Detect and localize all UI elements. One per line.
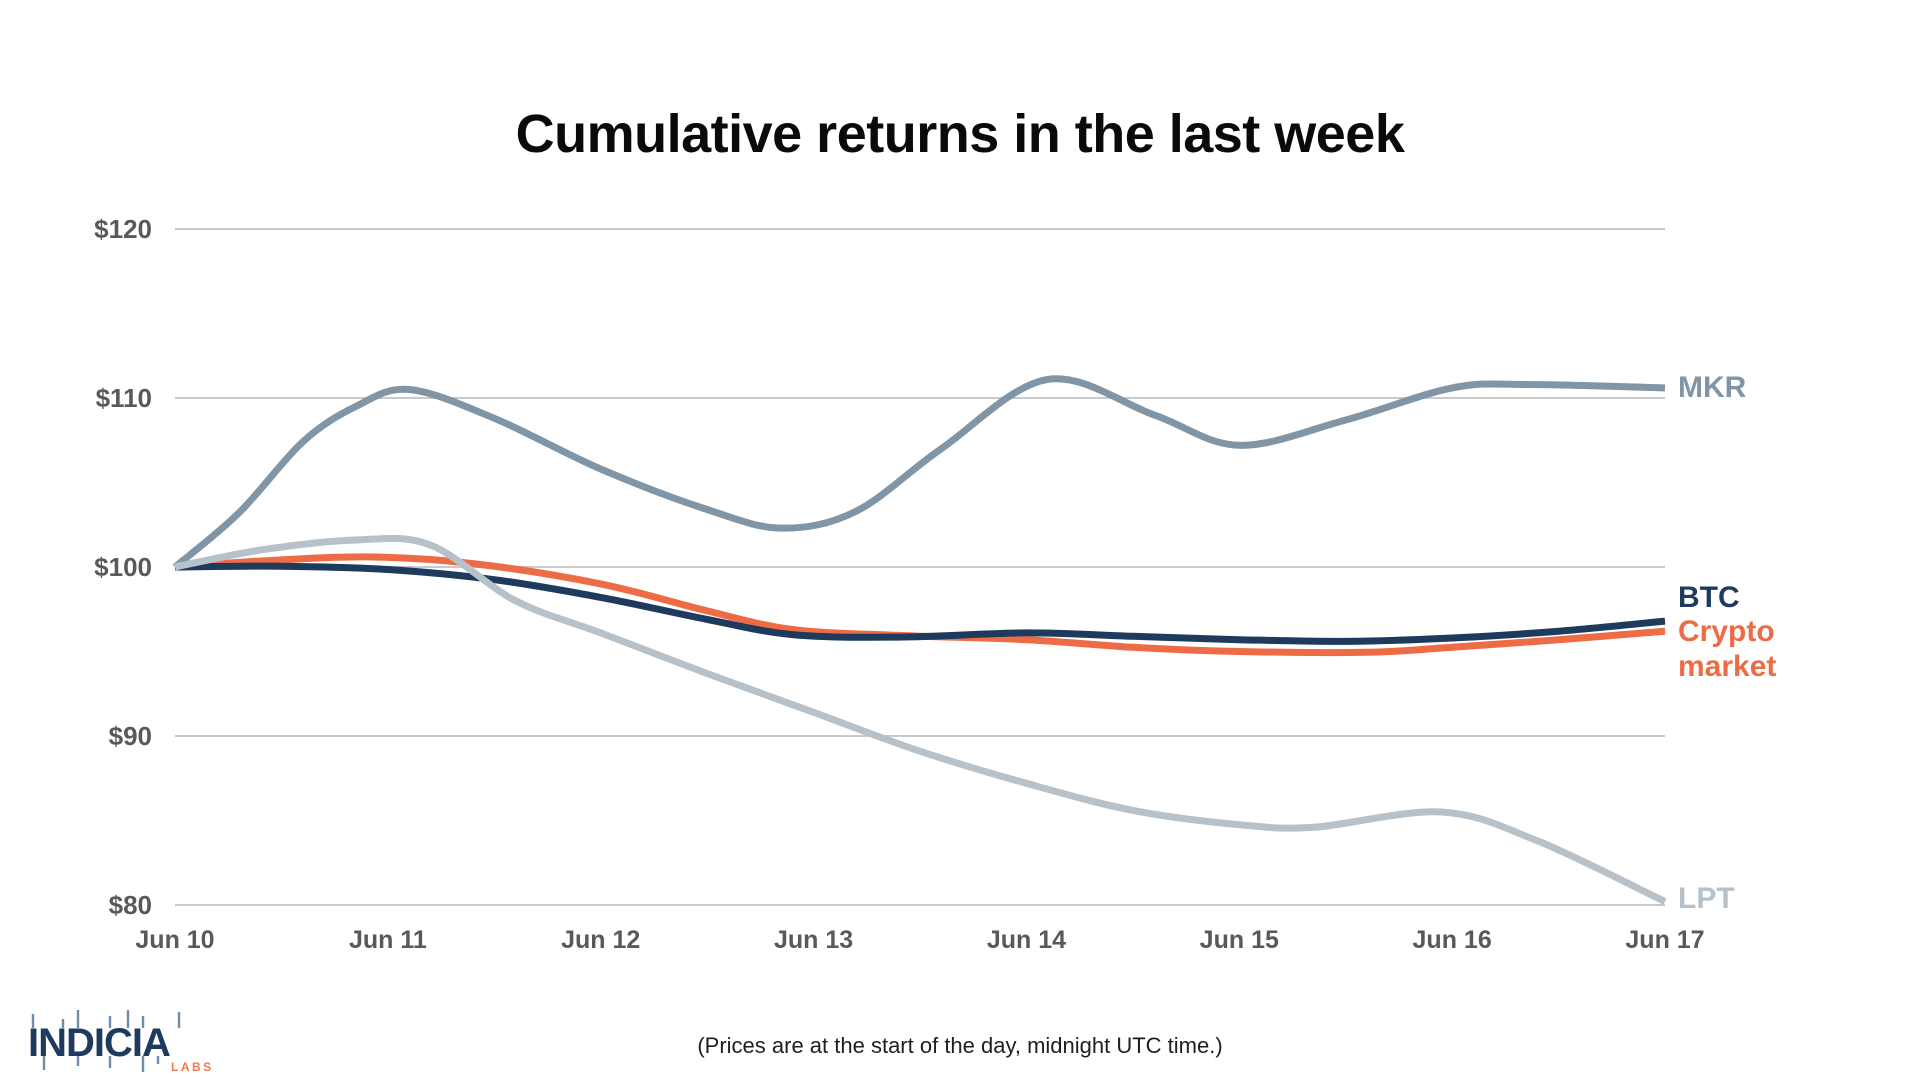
x-axis-label-jun-14: Jun 14 — [987, 926, 1066, 954]
footnote-text: (Prices are at the start of the day, mid… — [697, 1033, 1223, 1058]
series-end-label-mkr: MKR — [1678, 371, 1747, 404]
x-axis-label-jun-16: Jun 16 — [1413, 926, 1492, 954]
y-axis-label-1: $90 — [109, 721, 152, 751]
y-axis-label-3: $110 — [96, 383, 152, 413]
y-axis-label-2: $100 — [94, 552, 152, 582]
series-line-mkr — [172, 375, 1666, 570]
x-axis-label-jun-12: Jun 12 — [561, 926, 640, 954]
x-axis-label-jun-11: Jun 11 — [349, 926, 427, 954]
series-end-label-lpt: LPT — [1678, 882, 1735, 915]
series-end-label-crypto-market-line-1: Crypto — [1678, 615, 1775, 648]
x-axis-label-jun-10: Jun 10 — [135, 926, 214, 954]
series-end-label-crypto-market-line-2: market — [1678, 650, 1776, 683]
y-axis-label-0: $80 — [109, 890, 152, 920]
series-line-lpt — [174, 534, 1667, 905]
logo-sub-label: LABS — [171, 1060, 214, 1074]
x-axis-label-jun-13: Jun 13 — [774, 926, 853, 954]
logo-wordmark: INDICIA — [28, 1021, 170, 1065]
y-axis-label-4: $120 — [94, 214, 152, 244]
series-end-label-btc: BTC — [1678, 581, 1740, 614]
x-axis-label-jun-15: Jun 15 — [1200, 926, 1279, 954]
x-axis-label-jun-17: Jun 17 — [1625, 926, 1704, 954]
series-line-btc — [174, 562, 1666, 645]
chart-title: Cumulative returns in the last week — [515, 104, 1405, 164]
